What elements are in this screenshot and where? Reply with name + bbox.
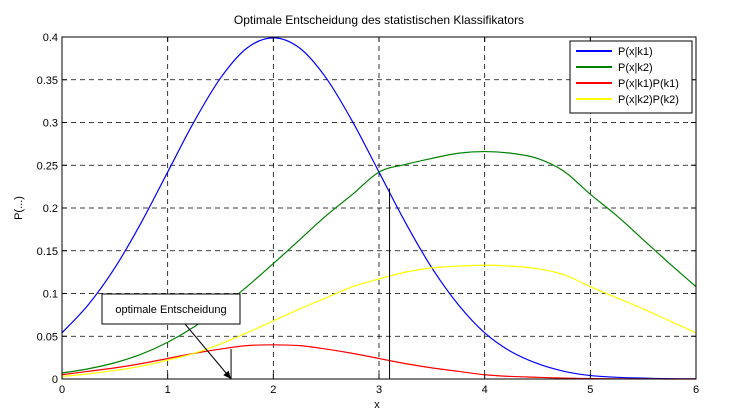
x-tick-label: 4 (482, 384, 488, 396)
legend: P(x|k1) P(x|k2) P(x|k1)P(k1) P(x|k2)P(k2) (569, 40, 693, 114)
y-tick-label: 0 (52, 374, 58, 386)
y-tick-label: 0.25 (37, 160, 58, 172)
legend-label-1: P(x|k1) (618, 46, 653, 58)
y-tick-label: 0.1 (43, 289, 58, 301)
decision-lines (230, 188, 391, 379)
x-tick-label: 1 (165, 384, 171, 396)
x-axis-ticks: 0 1 2 3 4 5 6 (59, 37, 699, 396)
y-axis-label: P(...) (13, 196, 25, 220)
y-axis-ticks: 0 0.05 0.1 0.15 0.2 0.25 0.3 0.35 0.4 (37, 32, 696, 386)
y-tick-label: 0.05 (37, 331, 58, 343)
x-tick-label: 5 (587, 384, 593, 396)
x-tick-label: 2 (270, 384, 276, 396)
y-tick-label: 0.3 (43, 118, 58, 130)
y-tick-label: 0.4 (43, 32, 58, 44)
legend-label-3: P(x|k1)P(k1) (618, 78, 679, 90)
y-tick-label: 0.15 (37, 246, 58, 258)
annotation-text: optimale Entscheidung (115, 304, 226, 316)
series-line-4 (61, 264, 697, 378)
annotation: optimale Entscheidung (101, 293, 241, 380)
annotation-arrowhead (223, 370, 232, 379)
x-tick-label: 3 (376, 384, 382, 396)
grid (62, 37, 696, 379)
chart-title: Optimale Entscheidung des statistischen … (234, 13, 524, 27)
x-axis-label: x (374, 399, 380, 411)
x-tick-label: 6 (693, 384, 699, 396)
legend-label-2: P(x|k2) (618, 62, 653, 74)
x-tick-label: 0 (59, 384, 65, 396)
legend-label-4: P(x|k2)P(k2) (618, 94, 679, 106)
annotation-box (101, 293, 241, 325)
legend-box (569, 40, 693, 114)
y-tick-label: 0.2 (43, 203, 58, 215)
y-tick-label: 0.35 (37, 75, 58, 87)
annotation-arrow (184, 323, 232, 380)
series-line-2 (61, 150, 697, 374)
